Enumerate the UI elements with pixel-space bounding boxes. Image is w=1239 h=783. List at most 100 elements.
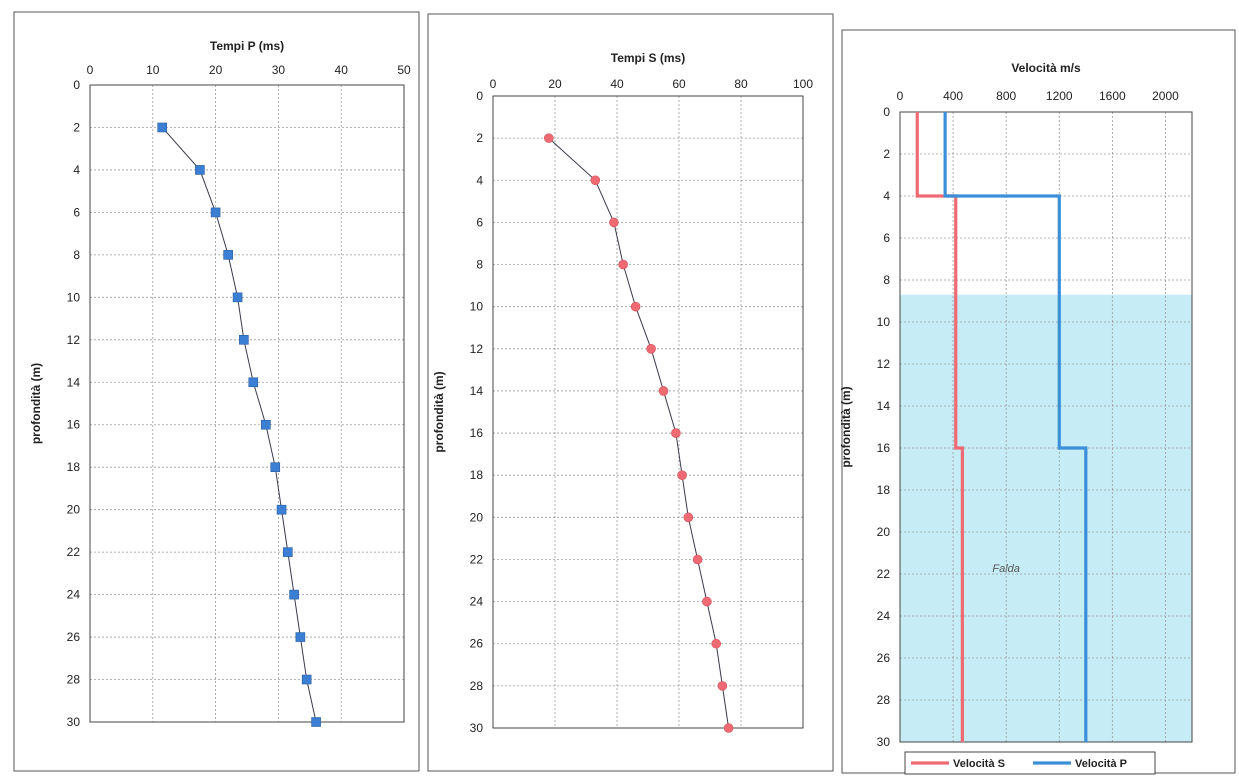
y-tick-label: 10 <box>470 300 484 314</box>
y-tick-label: 28 <box>470 679 484 693</box>
y-tick-label: 14 <box>877 399 891 413</box>
data-point <box>210 207 221 218</box>
y-tick-label: 28 <box>877 693 891 707</box>
x-tick-label: 0 <box>897 89 904 103</box>
data-point <box>618 259 629 270</box>
data-point <box>609 217 619 228</box>
y-tick-label: 10 <box>67 290 81 304</box>
y-axis-label: profondità (m) <box>29 363 43 444</box>
y-tick-label: 2 <box>883 147 890 161</box>
x-tick-label: 20 <box>548 77 562 91</box>
data-point <box>270 462 281 473</box>
data-point <box>283 547 293 557</box>
y-tick-label: 8 <box>883 273 890 287</box>
data-point <box>223 250 233 260</box>
y-tick-label: 12 <box>67 333 81 347</box>
x-tick-label: 40 <box>335 63 349 77</box>
y-tick-label: 22 <box>877 567 891 581</box>
data-point <box>543 133 554 143</box>
data-point <box>239 334 249 345</box>
chart-title: Velocità m/s <box>1011 61 1081 75</box>
y-tick-label: 14 <box>470 384 484 398</box>
data-point <box>658 386 669 396</box>
y-tick-label: 2 <box>73 120 80 134</box>
x-tick-label: 100 <box>793 77 813 91</box>
y-tick-label: 0 <box>476 89 483 103</box>
x-tick-label: 0 <box>490 77 497 91</box>
y-tick-label: 6 <box>883 231 890 245</box>
y-tick-label: 4 <box>476 173 483 187</box>
data-point <box>646 343 656 354</box>
data-point <box>702 596 712 607</box>
y-tick-label: 0 <box>73 78 80 92</box>
y-tick-label: 16 <box>470 426 484 440</box>
x-tick-label: 40 <box>610 77 624 91</box>
data-point <box>276 504 287 515</box>
y-tick-label: 24 <box>877 609 891 623</box>
data-point <box>590 175 601 186</box>
y-tick-label: 18 <box>470 468 484 482</box>
y-tick-label: 28 <box>67 673 81 687</box>
y-tick-label: 4 <box>73 163 80 177</box>
plot-area-border <box>492 95 804 729</box>
y-tick-label: 26 <box>67 630 81 644</box>
y-tick-label: 26 <box>470 637 484 651</box>
data-point <box>711 638 722 649</box>
data-point <box>723 723 734 733</box>
y-axis-label: profondità (m) <box>839 386 853 467</box>
data-point <box>248 377 259 388</box>
y-tick-label: 24 <box>470 595 484 609</box>
y-tick-label: 22 <box>67 545 81 559</box>
data-point <box>311 717 321 727</box>
data-point <box>195 165 205 175</box>
y-tick-label: 10 <box>877 315 891 329</box>
x-tick-label: 10 <box>146 63 160 77</box>
y-tick-label: 2 <box>476 131 483 145</box>
data-point <box>692 554 703 565</box>
x-tick-label: 1600 <box>1099 89 1126 103</box>
y-tick-label: 26 <box>877 651 891 665</box>
y-tick-label: 4 <box>883 189 890 203</box>
y-tick-label: 30 <box>67 715 81 729</box>
y-tick-label: 22 <box>470 552 484 566</box>
x-tick-label: 80 <box>734 77 748 91</box>
data-point <box>157 122 168 133</box>
y-tick-label: 30 <box>470 721 484 735</box>
x-tick-label: 400 <box>943 89 963 103</box>
series-line-velocita-p <box>943 112 1088 742</box>
data-point <box>630 301 641 312</box>
x-tick-label: 20 <box>209 63 223 77</box>
y-tick-label: 0 <box>883 105 890 119</box>
y-tick-label: 30 <box>877 735 891 749</box>
x-tick-label: 1200 <box>1046 89 1073 103</box>
y-tick-label: 20 <box>877 525 891 539</box>
y-tick-label: 8 <box>476 258 483 272</box>
plot-area-border <box>899 111 1193 743</box>
data-point <box>683 512 694 523</box>
panel-1-frame <box>13 11 420 772</box>
y-tick-label: 8 <box>73 248 80 262</box>
falda-region <box>900 294 1192 742</box>
chart-title: Tempi S (ms) <box>611 51 685 65</box>
y-tick-label: 18 <box>67 460 81 474</box>
data-point <box>232 292 243 303</box>
chart-title: Tempi P (ms) <box>210 39 284 53</box>
panel-2-frame <box>427 13 834 772</box>
data-point <box>717 681 728 691</box>
data-point <box>289 589 299 600</box>
y-tick-label: 14 <box>67 375 81 389</box>
y-axis-label: profondità (m) <box>432 371 446 452</box>
data-point <box>301 674 312 685</box>
y-tick-label: 16 <box>877 441 891 455</box>
plot-area-border <box>89 84 405 723</box>
x-tick-label: 800 <box>996 89 1016 103</box>
y-tick-label: 20 <box>67 503 81 517</box>
x-tick-label: 60 <box>672 77 686 91</box>
x-tick-label: 0 <box>87 63 94 77</box>
chart-tempi-p: Tempi P (ms)0 10 20 30 40 5002468101214161820… <box>29 39 411 729</box>
y-tick-label: 18 <box>877 483 891 497</box>
x-tick-label: 30 <box>272 63 286 77</box>
chart-tempi-s: Tempi S (ms)0 20 40 60 80 1000246810121416182… <box>432 51 813 735</box>
